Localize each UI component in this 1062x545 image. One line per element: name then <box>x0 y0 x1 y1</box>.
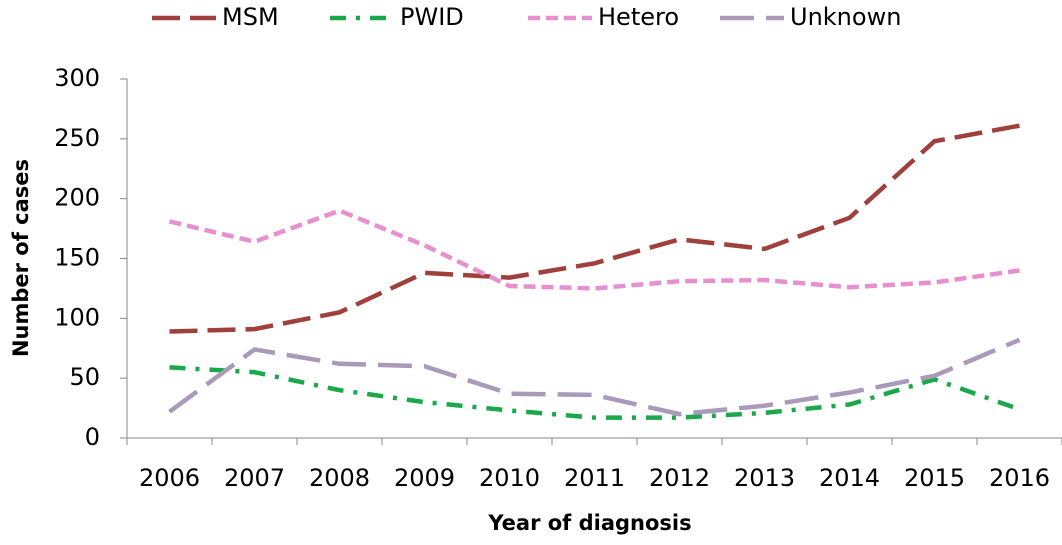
legend-label: PWID <box>400 3 464 31</box>
series-line <box>169 123 1020 334</box>
y-axis-title: Number of cases <box>9 159 33 357</box>
x-tick-label: 2006 <box>139 464 200 492</box>
x-tick-label: 2009 <box>394 464 455 492</box>
x-axis-title: Year of diagnosis <box>487 511 691 535</box>
x-tick-label: 2007 <box>224 464 285 492</box>
series-line <box>168 208 1020 291</box>
y-tick-label: 50 <box>69 363 100 391</box>
legend-label: Unknown <box>790 3 901 31</box>
x-tick-label: 2008 <box>309 464 370 492</box>
x-tick-label: 2011 <box>564 464 625 492</box>
y-tick-label: 100 <box>54 303 100 331</box>
y-tick-label: 150 <box>54 244 100 272</box>
legend-label: MSM <box>222 3 279 31</box>
y-tick-label: 0 <box>85 423 100 451</box>
x-tick-label: 2010 <box>479 464 540 492</box>
x-tick-label: 2012 <box>649 464 710 492</box>
x-tick-label: 2014 <box>819 464 880 492</box>
y-tick-label: 300 <box>54 64 100 92</box>
y-tick-label: 250 <box>54 124 100 152</box>
legend-label: Hetero <box>598 3 679 31</box>
series-line <box>168 337 1021 417</box>
y-tick-label: 200 <box>54 184 100 212</box>
x-tick-label: 2015 <box>904 464 965 492</box>
x-tick-label: 2016 <box>989 464 1050 492</box>
x-tick-label: 2013 <box>734 464 795 492</box>
series-line <box>169 365 1021 420</box>
